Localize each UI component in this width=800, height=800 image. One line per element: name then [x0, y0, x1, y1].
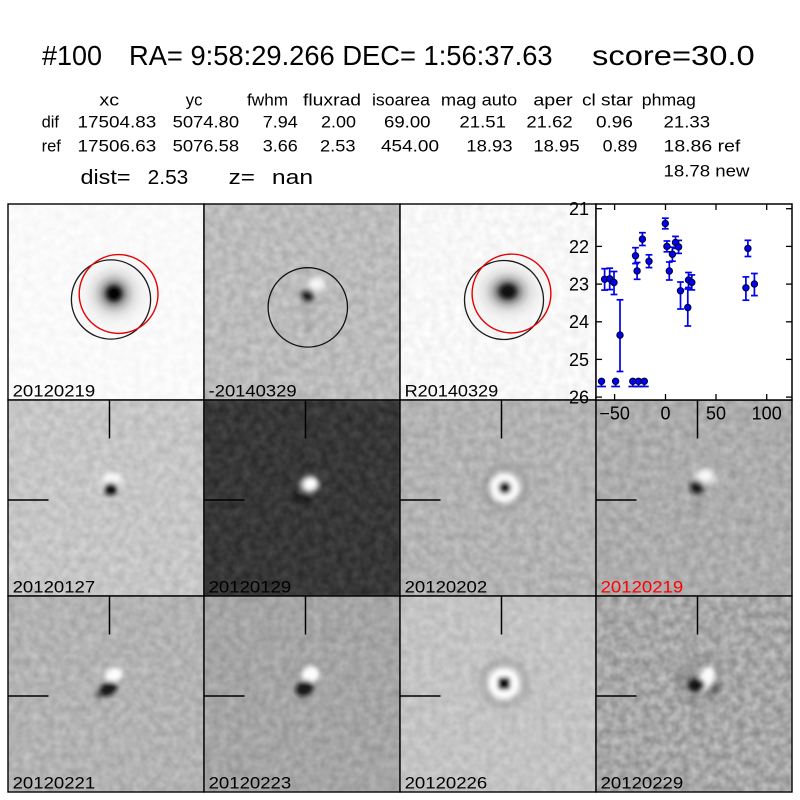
svg-text:phmag: phmag — [642, 92, 696, 110]
svg-text:7.94: 7.94 — [263, 114, 298, 132]
svg-text:17506.63: 17506.63 — [78, 137, 157, 155]
svg-text:0.89: 0.89 — [603, 137, 638, 155]
svg-text:20120129: 20120129 — [209, 579, 292, 597]
svg-text:18.78 new: 18.78 new — [664, 163, 750, 181]
svg-text:2.00: 2.00 — [321, 114, 356, 132]
svg-text:5074.80: 5074.80 — [173, 114, 240, 132]
svg-text:20120219: 20120219 — [13, 383, 96, 401]
svg-text:cl star: cl star — [582, 92, 633, 110]
svg-text:fwhm: fwhm — [247, 92, 288, 110]
svg-text:20120202: 20120202 — [405, 579, 488, 597]
svg-text:20120127: 20120127 — [13, 579, 96, 597]
svg-text:aper: aper — [533, 92, 573, 110]
svg-text:21.51: 21.51 — [459, 114, 506, 132]
svg-text:69.00: 69.00 — [384, 114, 431, 132]
svg-text:dist=: dist= — [81, 166, 131, 189]
svg-text:18.95: 18.95 — [533, 137, 579, 155]
svg-text:24: 24 — [569, 312, 589, 332]
svg-text:50: 50 — [706, 404, 726, 424]
svg-text:20120226: 20120226 — [405, 775, 488, 793]
svg-text:mag auto: mag auto — [441, 92, 517, 110]
svg-text:0.96: 0.96 — [596, 114, 633, 132]
svg-text:score=30.0: score=30.0 — [592, 40, 755, 71]
svg-text:20120223: 20120223 — [209, 775, 292, 793]
svg-text:#100: #100 — [42, 40, 102, 71]
svg-text:100: 100 — [752, 404, 782, 424]
svg-text:5076.58: 5076.58 — [173, 137, 240, 155]
svg-text:isoarea: isoarea — [372, 92, 431, 110]
svg-text:nan: nan — [272, 166, 313, 189]
svg-text:fluxrad: fluxrad — [303, 92, 361, 110]
svg-text:21.62: 21.62 — [526, 114, 572, 132]
svg-text:2.53: 2.53 — [320, 137, 356, 155]
svg-text:20120229: 20120229 — [601, 775, 684, 793]
svg-text:23: 23 — [569, 274, 589, 294]
svg-text:−50: −50 — [599, 404, 630, 424]
svg-text:R20140329: R20140329 — [405, 383, 499, 401]
svg-text:17504.83: 17504.83 — [78, 114, 157, 132]
svg-text:3.66: 3.66 — [263, 137, 298, 155]
svg-text:yc: yc — [186, 92, 203, 110]
svg-text:22: 22 — [569, 237, 589, 257]
svg-text:-20140329: -20140329 — [209, 383, 297, 401]
svg-text:454.00: 454.00 — [381, 137, 439, 155]
svg-text:2.53: 2.53 — [148, 166, 189, 189]
svg-text:26: 26 — [569, 388, 589, 408]
svg-text:21.33: 21.33 — [664, 114, 711, 132]
svg-text:18.86 ref: 18.86 ref — [664, 137, 741, 155]
svg-text:25: 25 — [569, 350, 589, 370]
svg-text:z=: z= — [229, 166, 255, 189]
svg-text:21: 21 — [569, 199, 589, 219]
svg-text:ref: ref — [42, 137, 62, 155]
svg-text:dif: dif — [42, 114, 60, 132]
svg-text:xc: xc — [99, 92, 119, 110]
svg-text:20120221: 20120221 — [13, 775, 96, 793]
svg-text:20120219: 20120219 — [601, 579, 684, 597]
svg-text:18.93: 18.93 — [466, 137, 512, 155]
svg-text:RA= 9:58:29.266 DEC= 1:56:37.6: RA= 9:58:29.266 DEC= 1:56:37.63 — [129, 40, 553, 71]
svg-text:0: 0 — [660, 404, 670, 424]
